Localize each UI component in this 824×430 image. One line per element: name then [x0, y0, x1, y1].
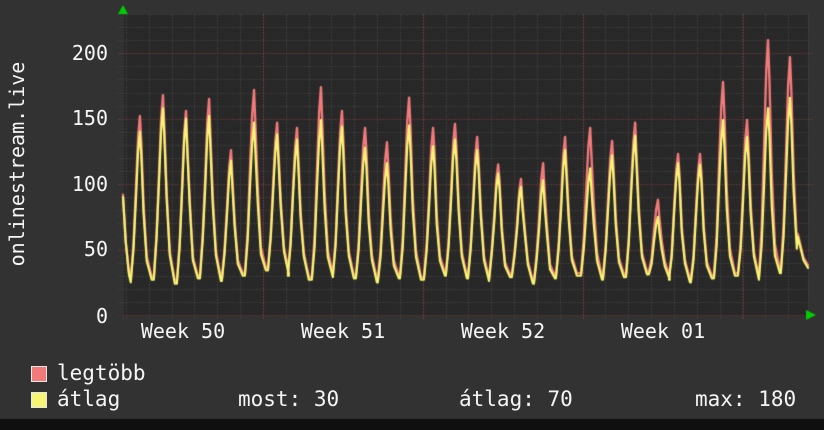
legend-label-legtobb: legtöbb: [57, 361, 146, 385]
stat-atlag: átlag: 70: [459, 388, 573, 410]
stat-most-label: most:: [238, 387, 302, 411]
y-tick-200: 200: [71, 41, 108, 65]
x-tick-week-52: Week 52: [460, 319, 546, 343]
stat-most: most: 30: [238, 388, 339, 410]
y-tick-0: 0: [95, 304, 108, 328]
bottom-bar: [0, 419, 824, 430]
legend-swatch-legtobb: [31, 366, 47, 382]
stat-max-value: 180: [758, 387, 797, 411]
x-tick-week-51: Week 51: [300, 319, 386, 343]
x-tick-week-50: Week 50: [140, 319, 226, 343]
legend-swatch-atlag: [31, 392, 47, 408]
stat-most-value: 30: [313, 387, 340, 411]
y-tick-150: 150: [71, 106, 108, 130]
stat-atlag-label: átlag:: [459, 387, 535, 411]
y-tick-100: 100: [71, 172, 108, 196]
stat-max-label: max:: [695, 387, 746, 411]
x-tick-week-01: Week 01: [620, 319, 706, 343]
stat-atlag-value: 70: [547, 387, 573, 411]
y-tick-50: 50: [83, 237, 108, 261]
vertical-axis-title: onlinestream.live: [5, 61, 29, 267]
stat-max: max: 180: [695, 388, 796, 410]
legend-label-atlag: átlag: [57, 387, 121, 411]
